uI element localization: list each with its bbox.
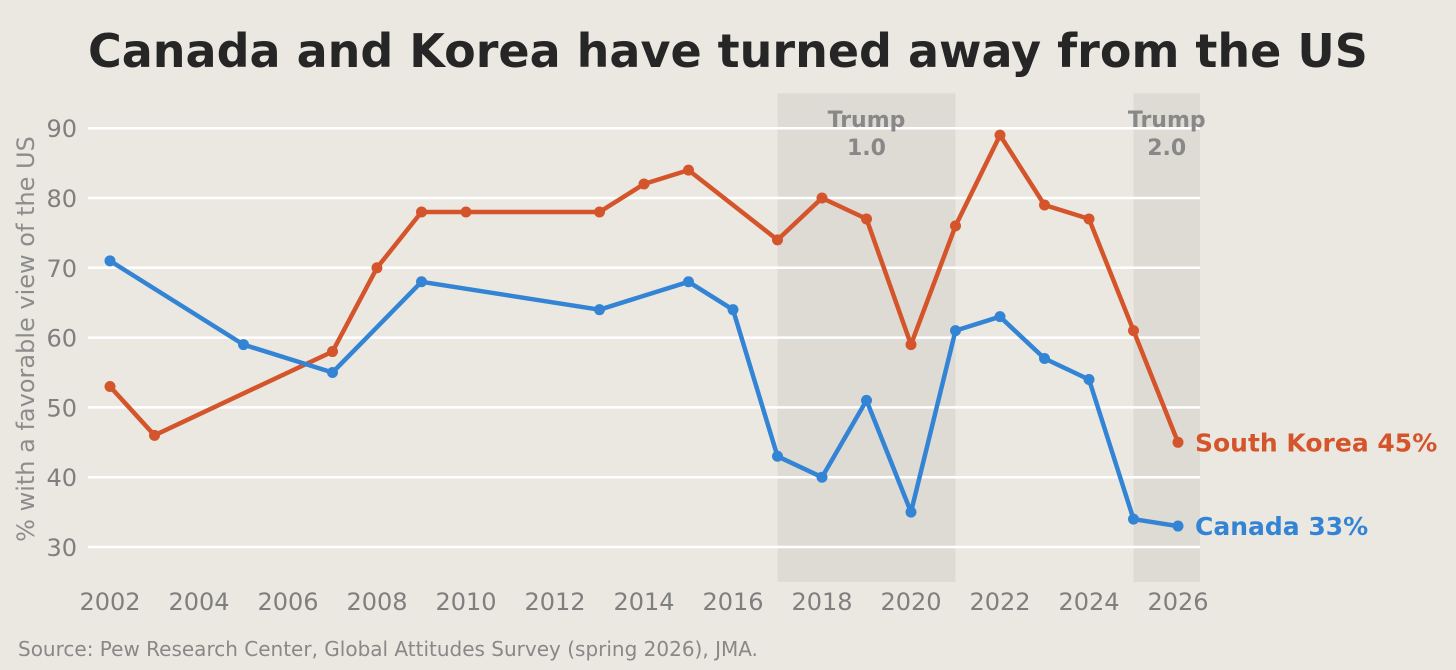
point-canada-2015 bbox=[683, 276, 694, 288]
y-tick-60: 60 bbox=[46, 325, 77, 353]
source-note: Source: Pew Research Center, Global Atti… bbox=[18, 637, 758, 661]
point-south-korea-2002 bbox=[104, 380, 116, 392]
point-canada-2023 bbox=[1039, 353, 1050, 365]
y-tick-50: 50 bbox=[46, 394, 77, 422]
end-label-canada: Canada 33% bbox=[1195, 512, 1368, 541]
x-tick-2018: 2018 bbox=[791, 588, 852, 616]
x-tick-2016: 2016 bbox=[702, 588, 763, 616]
point-canada-2016 bbox=[727, 304, 739, 316]
period-label-line1-2: Trump bbox=[1128, 108, 1206, 133]
x-tick-2004: 2004 bbox=[168, 588, 229, 616]
point-south-korea-2017 bbox=[772, 234, 783, 246]
series-line-canada bbox=[107, 258, 1181, 529]
point-south-korea-2007 bbox=[327, 346, 338, 358]
point-canada-2021 bbox=[950, 325, 961, 337]
point-south-korea-2013 bbox=[594, 206, 605, 218]
x-tick-2022: 2022 bbox=[969, 588, 1030, 616]
period-label-line2-1: 1.0 bbox=[847, 136, 886, 161]
point-canada-2002 bbox=[104, 255, 116, 267]
y-tick-90: 90 bbox=[46, 115, 77, 143]
point-south-korea-2014 bbox=[638, 178, 650, 190]
point-south-korea-2003 bbox=[149, 429, 160, 441]
point-south-korea-2024 bbox=[1083, 213, 1095, 225]
point-south-korea-2018 bbox=[816, 192, 828, 204]
point-canada-2013 bbox=[594, 304, 605, 316]
point-canada-2009 bbox=[416, 276, 427, 288]
series-points bbox=[104, 129, 1184, 532]
series-end-labels: South Korea 45% Canada 33% bbox=[1195, 428, 1437, 541]
y-tick-80: 80 bbox=[46, 185, 77, 213]
x-axis-ticks: 2002 2004 2006 2008 2010 2012 2014 2016 2018 2020… bbox=[79, 588, 1208, 616]
point-canada-2017 bbox=[772, 450, 783, 462]
point-south-korea-2025 bbox=[1128, 325, 1139, 337]
y-axis-label: % with a favorable view of the US bbox=[12, 136, 40, 542]
x-tick-2026: 2026 bbox=[1147, 588, 1208, 616]
point-south-korea-2015 bbox=[683, 164, 694, 176]
period-labels: Trump 1.0 Trump 2.0 bbox=[828, 108, 1206, 161]
chart-title: Canada and Korea have turned away from t… bbox=[88, 24, 1368, 78]
gridlines bbox=[88, 126, 1200, 549]
point-canada-2026 bbox=[1172, 520, 1184, 532]
x-tick-2020: 2020 bbox=[880, 588, 941, 616]
point-canada-2007 bbox=[327, 367, 338, 378]
period-label-line1-1: Trump bbox=[828, 108, 906, 133]
y-tick-70: 70 bbox=[46, 255, 77, 283]
point-south-korea-2021 bbox=[950, 220, 961, 232]
y-tick-30: 30 bbox=[46, 534, 77, 562]
point-canada-2024 bbox=[1083, 373, 1095, 385]
x-tick-2024: 2024 bbox=[1058, 588, 1119, 616]
point-south-korea-2022 bbox=[994, 129, 1006, 141]
x-tick-2002: 2002 bbox=[79, 588, 140, 616]
point-south-korea-2009 bbox=[416, 206, 427, 218]
point-south-korea-2010 bbox=[460, 206, 472, 218]
period-label-line2-2: 2.0 bbox=[1147, 136, 1186, 161]
point-canada-2025 bbox=[1128, 513, 1139, 525]
point-south-korea-2020 bbox=[905, 339, 917, 351]
x-tick-2014: 2014 bbox=[613, 588, 674, 616]
line-chart: Trump 1.0 Trump 2.0 30 40 50 60 70 80 90 2002 2004… bbox=[12, 93, 1437, 616]
x-tick-2010: 2010 bbox=[435, 588, 496, 616]
x-tick-2006: 2006 bbox=[257, 588, 318, 616]
x-tick-2008: 2008 bbox=[346, 588, 407, 616]
point-canada-2018 bbox=[816, 471, 828, 483]
point-canada-2005 bbox=[238, 339, 249, 351]
x-tick-2012: 2012 bbox=[524, 588, 585, 616]
point-south-korea-2023 bbox=[1039, 199, 1050, 211]
point-south-korea-2008 bbox=[371, 262, 383, 274]
y-axis-ticks: 30 40 50 60 70 80 90 bbox=[46, 115, 77, 562]
y-tick-40: 40 bbox=[46, 464, 77, 492]
point-south-korea-2026 bbox=[1172, 436, 1184, 448]
end-label-south-korea: South Korea 45% bbox=[1195, 428, 1437, 457]
series-lines bbox=[107, 132, 1181, 529]
point-south-korea-2019 bbox=[861, 213, 872, 225]
point-canada-2022 bbox=[994, 311, 1006, 323]
point-canada-2019 bbox=[861, 394, 872, 406]
point-canada-2020 bbox=[905, 506, 917, 518]
